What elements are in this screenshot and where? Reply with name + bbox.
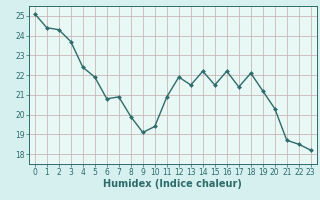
X-axis label: Humidex (Indice chaleur): Humidex (Indice chaleur) [103, 179, 242, 189]
